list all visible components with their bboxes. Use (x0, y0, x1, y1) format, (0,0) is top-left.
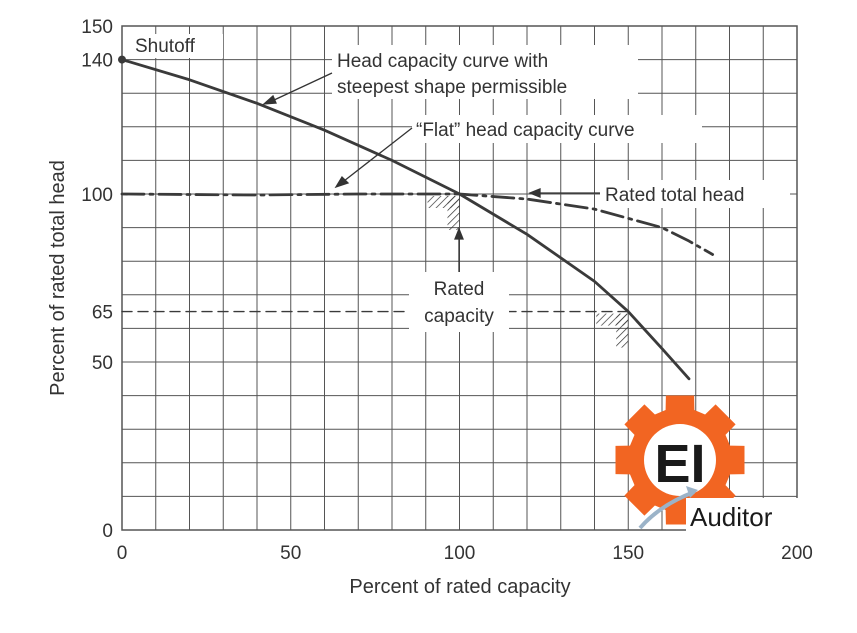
x-tick-label: 100 (444, 543, 476, 564)
annotation-rated-capacity-line1: Rated (434, 279, 485, 300)
steep-label-bg (332, 45, 638, 99)
x-tick-label: 50 (280, 543, 301, 564)
ei-auditor-logo: EI Auditor (615, 395, 798, 532)
y-tick-label: 0 (102, 521, 113, 542)
rated-head-arrow-head (528, 188, 541, 198)
hatch-block (447, 196, 460, 230)
steep-arrow-head (262, 94, 277, 105)
plot-frame (121, 25, 798, 531)
y-tick-label: 140 (81, 51, 113, 72)
series-line-solid (120, 58, 691, 381)
axis-ticks: 0 50 100 150 200 0 50 65 100 140 150 (81, 17, 813, 564)
y-tick-label: 65 (92, 303, 113, 324)
logo-brand-text: Auditor (690, 502, 773, 532)
steep-arrow-line (271, 72, 333, 102)
y-tick-label: 50 (92, 353, 113, 374)
hatch-block (616, 313, 629, 348)
flat-label-bg (412, 115, 702, 143)
annotation-steep-line1: Head capacity curve with (337, 51, 548, 72)
annotation-steep-line2: steepest shape permissible (337, 77, 567, 98)
swoosh-arrowhead-icon (686, 486, 698, 498)
flat-arrow-line (343, 127, 413, 182)
x-tick-label: 150 (612, 543, 644, 564)
logo-ei-text: EI (654, 434, 705, 494)
y-tick-label: 150 (81, 17, 113, 38)
chart-curves (118, 55, 715, 381)
annotation-flat: “Flat” head capacity curve (416, 120, 635, 141)
gear-hole (644, 424, 716, 496)
series-line-dash-dot (120, 192, 715, 256)
x-axis-label: Percent of rated capacity (349, 576, 570, 598)
swoosh-arrow-icon (638, 490, 695, 530)
annotation-shutoff: Shutoff (135, 36, 196, 57)
shutoff-point (118, 55, 126, 64)
x-tick-label: 200 (781, 543, 813, 564)
flat-arrow-head (334, 175, 350, 189)
shutoff-label-bg (131, 34, 223, 58)
rated-point-hatches (427, 196, 629, 348)
y-axis-label: Percent of rated total head (47, 160, 69, 396)
annotation-rated-capacity-line2: capacity (424, 306, 494, 327)
rated-capacity-arrow-head (454, 227, 464, 240)
rated-capacity-label-bg (409, 272, 509, 332)
y-tick-label: 100 (81, 185, 113, 206)
x-tick-label: 0 (117, 543, 128, 564)
rated-head-label-bg (600, 180, 790, 208)
annotation-rated-head: Rated total head (605, 185, 744, 206)
logo-brand-bg (686, 498, 798, 532)
